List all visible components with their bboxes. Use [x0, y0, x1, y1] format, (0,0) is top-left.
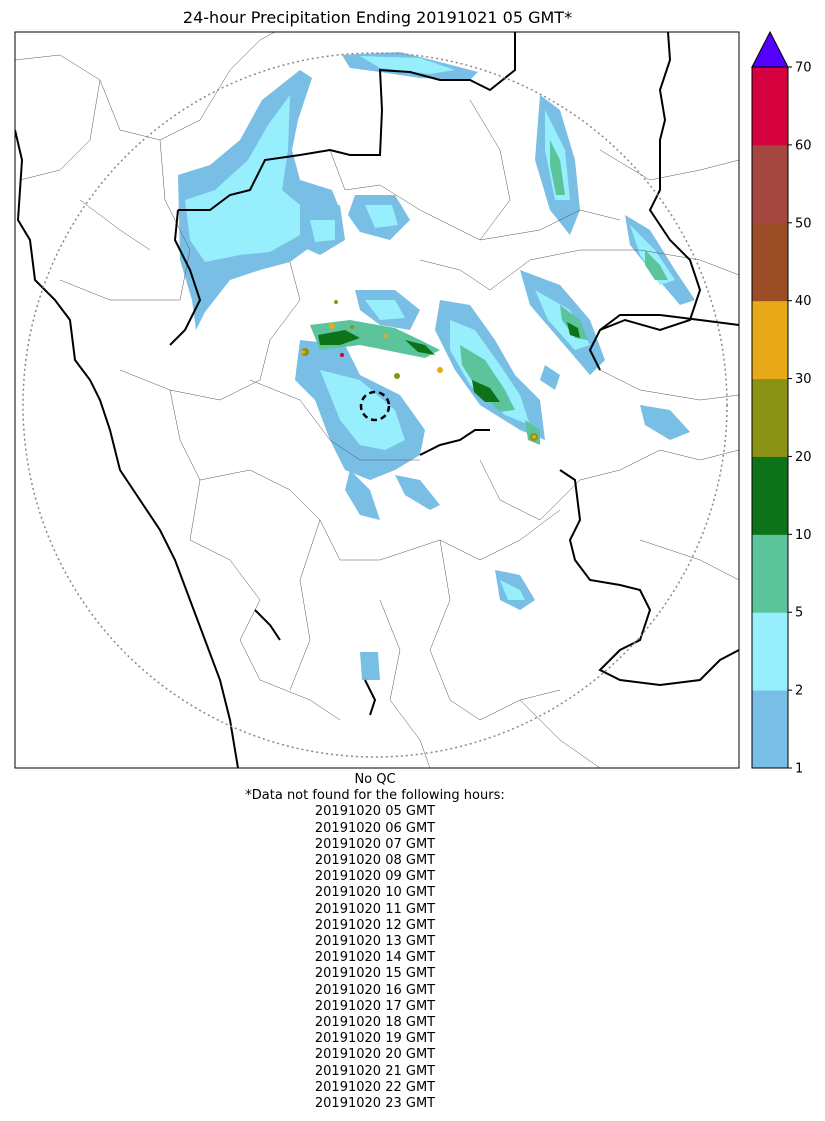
colorbar-segment [752, 612, 788, 691]
missing-hours-list: 20191020 05 GMT 20191020 06 GMT 20191020 0… [0, 804, 750, 1112]
radar-site-marker [359, 390, 391, 422]
district-boundaries [15, 32, 739, 768]
missing-hour-item: 20191020 16 GMT [314, 982, 436, 998]
colorbar-segment [752, 456, 788, 535]
colorbar-outline [751, 66, 789, 769]
missing-hour-item: 20191020 10 GMT [314, 885, 436, 901]
missing-hour-item: 20191020 06 GMT [314, 820, 436, 836]
missing-hour-item: 20191020 21 GMT [314, 1063, 436, 1079]
missing-hour-item: 20191020 09 GMT [314, 869, 436, 885]
map-area [14, 31, 740, 769]
colorbar-segment [752, 300, 788, 380]
colorbar-tick-label: 40 [795, 294, 812, 309]
missing-hour-item: 20191020 20 GMT [314, 1047, 436, 1063]
missing-hour-item: 20191020 08 GMT [314, 853, 436, 869]
colorbar: 1 2 5 10 20 30 40 50 60 70 [751, 30, 812, 777]
missing-hour-item: 20191020 12 GMT [314, 917, 436, 933]
colorbar-tick-label: 10 [795, 528, 812, 543]
missing-hour-item: 20191020 05 GMT [314, 804, 436, 820]
missing-hour-item: 20191020 19 GMT [314, 1031, 436, 1047]
colorbar-segment [752, 144, 788, 224]
colorbar-tick-label: 50 [795, 216, 812, 231]
map-title: 24-hour Precipitation Ending 20191021 05… [182, 8, 573, 27]
missing-hour-item: 20191020 14 GMT [314, 950, 436, 966]
colorbar-segment [752, 378, 788, 457]
missing-header: *Data not found for the following hours: [245, 788, 505, 804]
colorbar-tick-label: 60 [795, 138, 812, 153]
colorbar-segment [752, 67, 788, 146]
colorbar-tick-label: 70 [795, 61, 812, 76]
qc-note: No QC [354, 772, 396, 787]
colorbar-tick-label: 1 [795, 762, 803, 777]
missing-hour-item: 20191020 18 GMT [314, 1015, 436, 1031]
colorbar-extend-arrow [751, 30, 789, 68]
state-boundaries [15, 32, 739, 768]
colorbar-segment [752, 690, 788, 769]
missing-hour-item: 20191020 07 GMT [314, 836, 436, 852]
missing-hour-item: 20191020 23 GMT [314, 1096, 436, 1112]
missing-hour-item: 20191020 15 GMT [314, 966, 436, 982]
precip-dark-green [318, 322, 580, 402]
precip-heavy [301, 300, 538, 441]
precip-light-blue [178, 52, 695, 680]
radar-range-ring [22, 52, 728, 758]
colorbar-tick-label: 30 [795, 372, 812, 387]
colorbar-tick-label: 5 [795, 606, 803, 621]
missing-hour-item: 20191020 22 GMT [314, 1079, 436, 1095]
colorbar-tick-label: 2 [795, 684, 803, 699]
missing-hour-item: 20191020 17 GMT [314, 998, 436, 1014]
notes-block: No QC *Data not found for the following … [0, 772, 750, 1112]
colorbar-segment [752, 534, 788, 613]
map-frame [14, 31, 740, 769]
missing-hour-item: 20191020 11 GMT [314, 901, 436, 917]
colorbar-segment [752, 222, 788, 302]
missing-hour-item: 20191020 13 GMT [314, 934, 436, 950]
colorbar-tick-label: 20 [795, 450, 812, 465]
